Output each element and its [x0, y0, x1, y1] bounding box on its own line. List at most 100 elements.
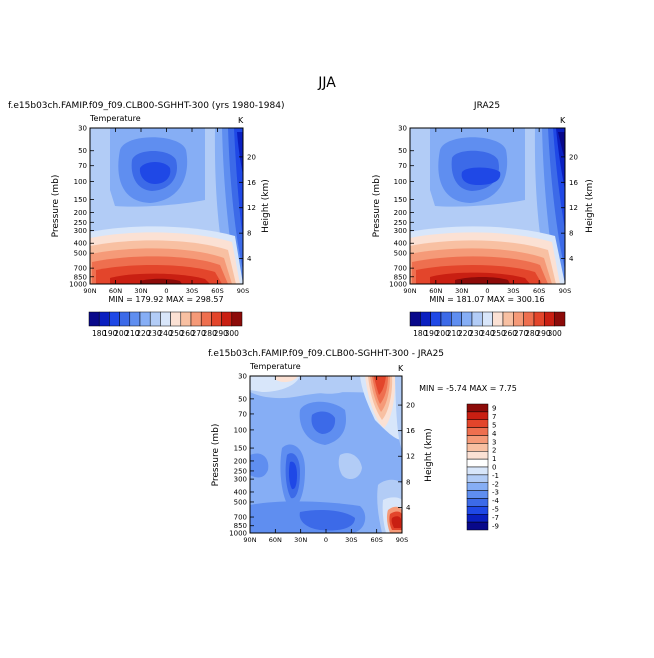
lat-tick-label: 0 — [324, 536, 328, 544]
pressure-tick-label: 100 — [74, 178, 87, 186]
colorbar-swatch — [466, 466, 489, 476]
colorbar-label: 180 — [92, 329, 107, 338]
pressure-tick-label: 70 — [398, 162, 407, 170]
colorbar-label: 1 — [492, 455, 496, 463]
lat-tick-label: 90N — [83, 287, 96, 295]
figure-title: JJA — [317, 75, 336, 91]
lat-tick-label: 30S — [186, 287, 198, 295]
pressure-tick-label: 300 — [394, 227, 407, 235]
lat-tick-label: 60N — [109, 287, 122, 295]
colorbar-label: 280 — [525, 329, 540, 338]
panel-difference-height-label: Height (km) — [424, 428, 434, 482]
pressure-tick-label: 30 — [78, 125, 87, 133]
colorbar-swatch — [492, 311, 504, 327]
height-tick-label: 16 — [247, 179, 256, 187]
pressure-tick-label: 250 — [394, 219, 407, 227]
colorbar-swatch — [471, 311, 483, 327]
colorbar-label: 190 — [103, 329, 118, 338]
colorbar-swatch — [466, 443, 489, 452]
colorbar-swatch — [466, 419, 489, 428]
pressure-tick-label: 500 — [234, 498, 247, 506]
colorbar-swatch — [466, 498, 489, 507]
panel-difference-unit: K — [398, 364, 404, 373]
colorbar-label: 3 — [492, 438, 496, 446]
colorbar-label: -3 — [492, 489, 499, 497]
panel-model-variable: Temperature — [89, 114, 141, 123]
pressure-tick-label: 500 — [74, 250, 87, 258]
height-tick-label: 8 — [247, 230, 251, 238]
panel-model-field — [90, 128, 243, 284]
lat-tick-label: 60S — [370, 536, 382, 544]
colorbar-swatch — [221, 311, 233, 327]
colorbar-label: -1 — [492, 472, 499, 480]
panel-reanalysis: JRA25 K 30507010015020025030040050070085… — [372, 101, 595, 338]
height-tick-label: 20 — [569, 153, 578, 161]
colorbar-label: 9 — [492, 405, 496, 413]
colorbar-label: 300 — [548, 329, 563, 338]
panel-reanalysis-height-label: Height (km) — [585, 179, 595, 233]
colorbar-label: 290 — [214, 329, 229, 338]
colorbar-swatch — [109, 311, 120, 327]
panel-reanalysis-title: JRA25 — [473, 101, 500, 111]
colorbar-label: 290 — [536, 329, 551, 338]
colorbar-label: 0 — [492, 464, 496, 472]
pressure-tick-label: 30 — [238, 373, 247, 381]
colorbar-swatch — [149, 311, 161, 327]
lat-tick-label: 30S — [345, 536, 357, 544]
colorbar-swatch — [170, 311, 182, 327]
height-tick-label: 16 — [569, 179, 578, 187]
colorbar-swatch — [451, 311, 462, 327]
colorbar-swatch — [119, 311, 131, 327]
pressure-tick-label: 250 — [74, 219, 87, 227]
colorbar-label: 210 — [447, 329, 462, 338]
colorbar-swatch — [88, 311, 100, 327]
colorbar-swatch — [466, 451, 489, 460]
panel-model-title: f.e15b03ch.FAMIP.f09_f09.CLB00-SGHHT-300… — [8, 101, 284, 111]
colorbar-swatch — [466, 521, 489, 531]
height-tick-label: 4 — [569, 255, 574, 263]
pressure-tick-label: 400 — [394, 240, 407, 248]
pressure-tick-label: 1000 — [69, 281, 87, 289]
panel-difference-variable: Temperature — [249, 362, 301, 371]
colorbar-label: 230 — [147, 329, 162, 338]
pressure-tick-label: 850 — [74, 273, 87, 281]
panel-model-pressure-label: Pressure (mb) — [51, 175, 61, 238]
colorbar-label: 260 — [180, 329, 195, 338]
colorbar-label: 250 — [492, 329, 507, 338]
colorbar-label: -2 — [492, 480, 499, 488]
colorbar-label: 240 — [480, 329, 495, 338]
lat-tick-label: 90N — [403, 287, 416, 295]
lat-tick-label: 0 — [164, 287, 168, 295]
colorbar-label: 230 — [469, 329, 484, 338]
colorbar-label: 190 — [424, 329, 439, 338]
pressure-tick-label: 30 — [398, 125, 407, 133]
pressure-tick-label: 50 — [78, 147, 87, 155]
panel-difference-pressure-label: Pressure (mb) — [211, 424, 221, 487]
pressure-tick-label: 400 — [234, 488, 247, 496]
panel-reanalysis-stats: MIN = 181.07 MAX = 300.16 — [429, 295, 544, 304]
pressure-tick-label: 70 — [78, 162, 87, 170]
lat-tick-label: 60S — [211, 287, 223, 295]
pressure-tick-label: 70 — [238, 410, 247, 418]
panel-reanalysis-unit: K — [560, 116, 566, 125]
colorbar-label: -5 — [492, 506, 499, 514]
colorbar-label: 270 — [514, 329, 529, 338]
colorbar-swatch — [139, 311, 151, 327]
colorbar-label: -9 — [492, 522, 499, 530]
panel-model-stats: MIN = 179.92 MAX = 298.57 — [108, 295, 223, 304]
colorbar-label: 7 — [492, 413, 496, 421]
lat-tick-label: 30N — [294, 536, 307, 544]
height-tick-label: 12 — [247, 204, 256, 212]
pressure-tick-label: 50 — [238, 395, 247, 403]
lat-tick-label: 90S — [396, 536, 408, 544]
lat-tick-label: 0 — [485, 287, 489, 295]
colorbar-swatch — [466, 474, 489, 483]
pressure-tick-label: 150 — [234, 445, 247, 453]
colorbar-label: 220 — [458, 329, 473, 338]
height-tick-label: 16 — [406, 427, 415, 435]
colorbar-label: 180 — [413, 329, 428, 338]
colorbar-label: 280 — [203, 329, 218, 338]
